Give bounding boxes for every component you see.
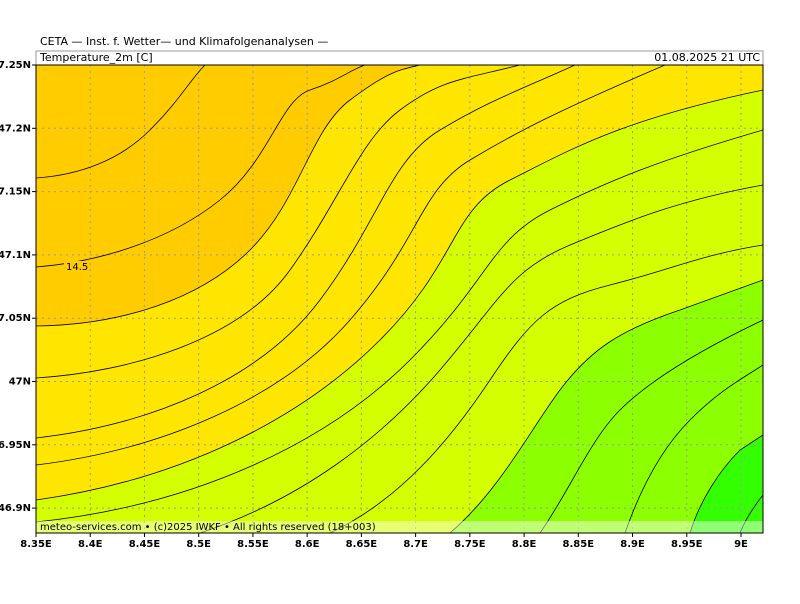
isotherm: [449, 279, 763, 533]
lon-label: 8.55E: [237, 539, 269, 550]
lat-label: 47.2N: [0, 123, 31, 134]
isotherms: [36, 65, 763, 533]
isotherm: [36, 65, 521, 379]
band-green: [450, 280, 763, 533]
lon-label: 8.4E: [78, 539, 103, 550]
lon-label: 8.45E: [129, 539, 161, 550]
lon-label: 8.65E: [346, 539, 378, 550]
isotherm: [36, 129, 763, 523]
lat-label: 46.9N: [0, 503, 31, 514]
lon-label: 8.35E: [20, 539, 52, 550]
isotherm: [539, 319, 763, 533]
lon-label: 8.8E: [512, 539, 537, 550]
lat-label: 47N: [9, 377, 31, 388]
datetime-label: 01.08.2025 21 UTC: [654, 51, 760, 64]
lat-label: 7.05N: [0, 313, 31, 324]
graticule: [36, 65, 763, 533]
contour-label-bg: [64, 261, 88, 273]
isotherm: [36, 89, 763, 501]
isotherm: [199, 184, 763, 533]
map-frame: [35, 64, 764, 534]
lon-label: 8.7E: [403, 539, 428, 550]
isotherm: [36, 65, 206, 179]
lon-label: 8.9E: [620, 539, 645, 550]
map-area: 14.5 meteo-services.com • (c)2025 IWKF •…: [36, 65, 763, 533]
isotherm: [36, 65, 421, 327]
isotherm: [36, 65, 366, 268]
axis-labels: 7.25N 47.2N 7.15N 47.1N 7.05N 47N 6.95N 46.9N 8.…: [0, 60, 748, 550]
isotherm: [689, 434, 763, 533]
footer-bg: [36, 521, 763, 533]
isotherm: [36, 65, 666, 466]
lon-label: 9E: [734, 539, 748, 550]
lon-label: 8.75E: [454, 539, 486, 550]
lon-label: 8.6E: [295, 539, 320, 550]
variable-label: Temperature_2m [C]: [39, 51, 153, 64]
isotherm: [624, 364, 763, 533]
lat-label: 7.25N: [0, 60, 31, 71]
isotherm: [739, 494, 763, 533]
lon-label: 8.95E: [671, 539, 703, 550]
lat-label: 47.1N: [0, 250, 31, 261]
lat-label: 6.95N: [0, 440, 31, 451]
footer-text: meteo-services.com • (c)2025 IWKF • All …: [40, 522, 376, 533]
contour-label: 14.5: [66, 262, 88, 273]
isotherm: [329, 244, 763, 533]
lat-label: 7.15N: [0, 187, 31, 198]
lon-label: 8.85E: [563, 539, 595, 550]
header-title: CETA — Inst. f. Wetter— und Klimafolgena…: [40, 35, 328, 48]
isotherm: [36, 65, 576, 439]
lon-label: 8.5E: [186, 539, 211, 550]
